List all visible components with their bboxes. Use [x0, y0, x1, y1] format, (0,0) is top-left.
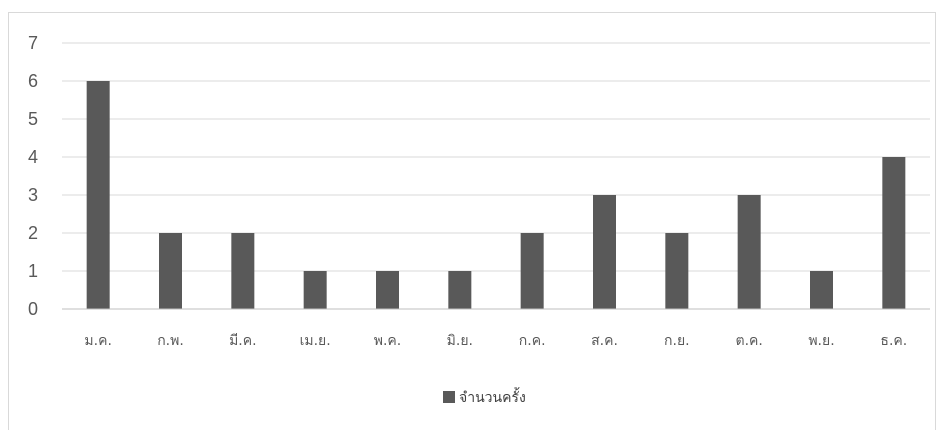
- y-tick-label: 4: [28, 147, 38, 167]
- bar: [882, 157, 906, 309]
- legend-swatch: [443, 391, 455, 403]
- gridlines: [62, 42, 930, 272]
- y-tick-label: 6: [28, 71, 38, 91]
- x-tick-label: ม.ค.: [84, 333, 112, 349]
- y-tick-label: 0: [28, 299, 38, 319]
- x-tick-label: เม.ย.: [300, 333, 331, 349]
- y-tick-label: 7: [28, 33, 38, 53]
- y-axis-ticks: 0 1 2 3 4 5 6 7: [28, 33, 38, 319]
- bar: [520, 233, 544, 309]
- y-tick-label: 5: [28, 109, 38, 129]
- bars: [86, 81, 906, 309]
- y-tick-label: 2: [28, 223, 38, 243]
- y-tick-label: 1: [28, 261, 38, 281]
- bar: [86, 81, 110, 309]
- x-axis-labels: ม.ค. ก.พ. มี.ค. เม.ย. พ.ค. มิ.ย. ก.ค. ส.ค. ก.ย. ต…: [84, 333, 907, 349]
- chart-area: [8, 12, 936, 430]
- x-tick-label: พ.ค.: [374, 333, 402, 349]
- legend[interactable]: จำนวนครั้ง: [443, 387, 526, 406]
- x-tick-label: ก.ย.: [664, 333, 690, 349]
- bar: [448, 271, 472, 309]
- x-tick-label: ต.ค.: [735, 333, 762, 349]
- x-tick-label: ส.ค.: [591, 333, 618, 349]
- x-tick-label: มี.ค.: [229, 333, 257, 349]
- bar: [231, 233, 255, 309]
- bar: [810, 271, 833, 309]
- x-tick-label: พ.ย.: [808, 333, 834, 349]
- legend-label: จำนวนครั้ง: [459, 387, 526, 406]
- bar: [665, 233, 689, 309]
- x-tick-label: มิ.ย.: [447, 333, 473, 349]
- x-tick-label: ธ.ค.: [880, 333, 907, 349]
- bar: [159, 233, 182, 309]
- y-tick-label: 3: [28, 185, 38, 205]
- bar: [303, 271, 327, 309]
- x-tick-label: ก.พ.: [157, 333, 184, 349]
- x-tick-label: ก.ค.: [519, 333, 546, 349]
- bar: [376, 271, 399, 309]
- bar: [737, 195, 761, 309]
- bar: [593, 195, 616, 309]
